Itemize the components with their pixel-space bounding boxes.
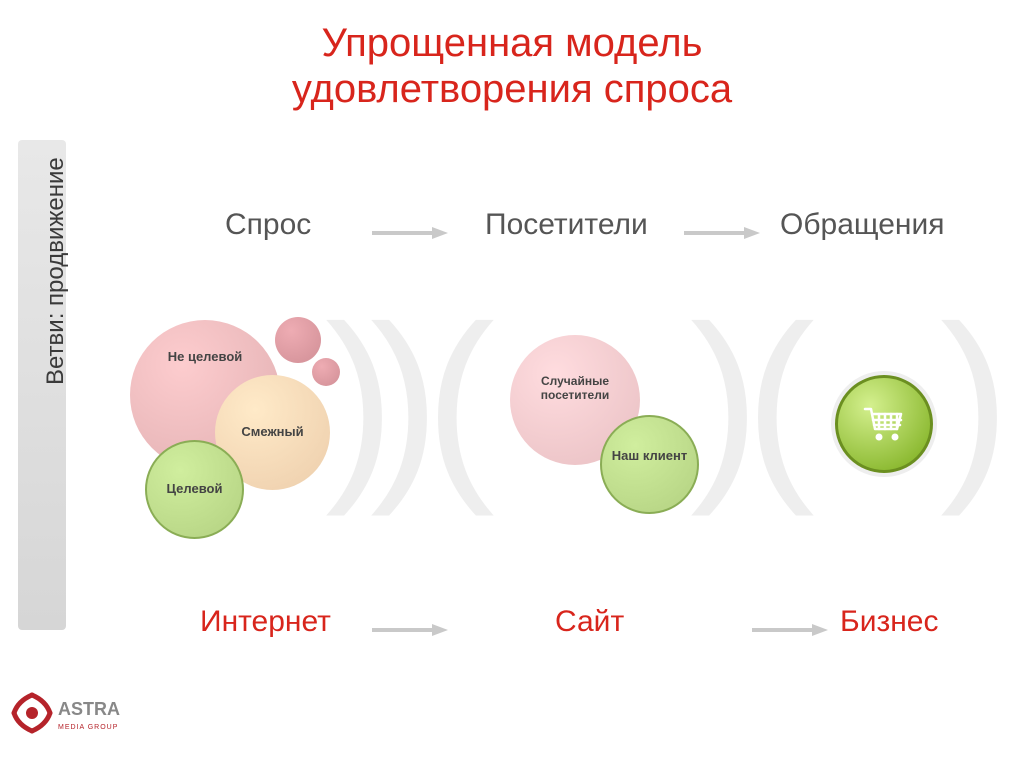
flow-arrow — [750, 623, 820, 631]
paren-decoration: ) — [370, 295, 440, 505]
paren-decoration: ( — [745, 295, 815, 505]
stage-visitors: Посетители — [485, 208, 648, 242]
stage-demand: Спрос — [225, 208, 311, 242]
paren-decoration: ) — [325, 295, 395, 505]
slide-title: Упрощенная модель удовлетворения спроса — [0, 20, 1024, 112]
paren-decoration: ) — [690, 295, 760, 505]
bubble-label: Случайные посетители — [510, 375, 640, 403]
bubble-label: Смежный — [215, 425, 330, 440]
paren-decoration: ( — [425, 295, 495, 505]
bubble-label: Не целевой — [130, 350, 280, 365]
title-line2: удовлетворения спроса — [292, 67, 732, 111]
logo-text: ASTRA — [58, 699, 120, 719]
stage-business: Бизнес — [840, 605, 938, 639]
flow-arrow — [682, 226, 752, 234]
bubble-label: Целевой — [147, 482, 242, 497]
logo-sub: MEDIA GROUP — [58, 724, 118, 731]
bubble-label: Наш клиент — [602, 449, 697, 464]
stage-site: Сайт — [555, 605, 624, 639]
sidebar-label: Ветви: продвижение — [42, 157, 70, 385]
paren-decoration: ) — [940, 295, 1010, 505]
bubble-target: Целевой — [145, 440, 244, 539]
cart-icon — [835, 375, 933, 473]
bubble-adj_small1 — [275, 317, 321, 363]
flow-arrow — [370, 623, 440, 631]
stage-internet: Интернет — [200, 605, 331, 639]
logo: ASTRA MEDIA GROUP — [10, 679, 120, 754]
bubble-our: Наш клиент — [600, 415, 699, 514]
bubble-adj_small2 — [312, 358, 340, 386]
flow-arrow — [370, 226, 440, 234]
stage-requests: Обращения — [780, 208, 945, 242]
title-line1: Упрощенная модель — [322, 21, 703, 65]
